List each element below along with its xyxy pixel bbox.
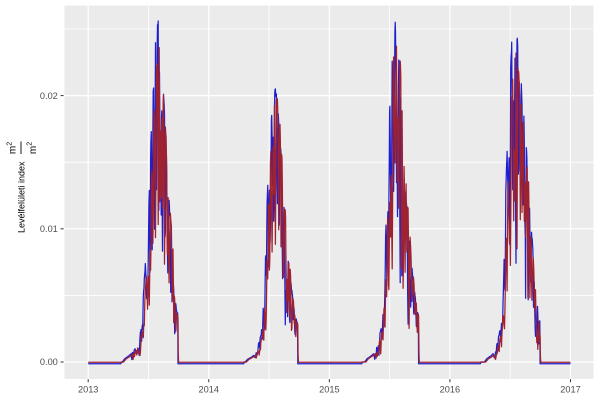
svg-text:0.02: 0.02: [40, 91, 58, 101]
svg-text:2017: 2017: [560, 384, 580, 394]
svg-text:0.00: 0.00: [40, 357, 58, 367]
svg-text:m2: m2: [27, 142, 39, 154]
svg-text:2016: 2016: [440, 384, 460, 394]
svg-text:2014: 2014: [199, 384, 219, 394]
svg-text:0.01: 0.01: [40, 224, 58, 234]
svg-text:m2: m2: [6, 142, 18, 154]
svg-text:2015: 2015: [319, 384, 339, 394]
svg-text:Levélfelületi index: Levélfelületi index: [17, 161, 27, 233]
svg-text:2013: 2013: [78, 384, 98, 394]
